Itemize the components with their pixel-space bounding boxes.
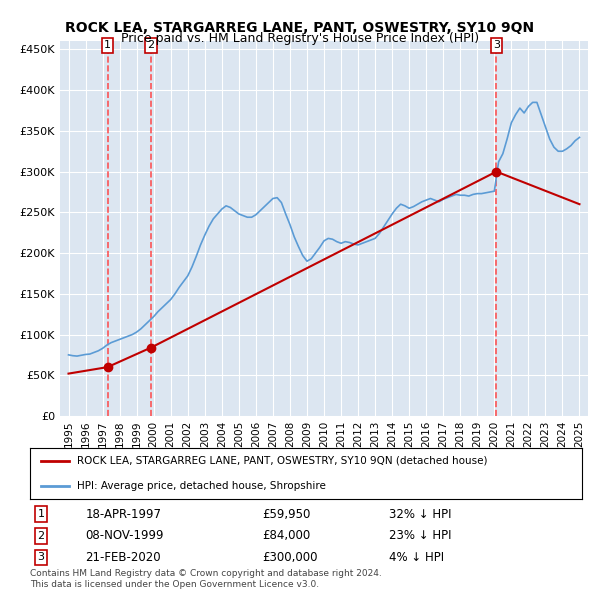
Text: 2: 2 bbox=[37, 531, 44, 541]
Text: 3: 3 bbox=[493, 40, 500, 50]
Text: ROCK LEA, STARGARREG LANE, PANT, OSWESTRY, SY10 9QN (detached house): ROCK LEA, STARGARREG LANE, PANT, OSWESTR… bbox=[77, 456, 487, 466]
Text: Price paid vs. HM Land Registry's House Price Index (HPI): Price paid vs. HM Land Registry's House … bbox=[121, 32, 479, 45]
Text: £59,950: £59,950 bbox=[262, 507, 310, 520]
Text: 21-FEB-2020: 21-FEB-2020 bbox=[85, 551, 161, 564]
Text: 08-NOV-1999: 08-NOV-1999 bbox=[85, 529, 164, 542]
Text: 23% ↓ HPI: 23% ↓ HPI bbox=[389, 529, 451, 542]
Text: £300,000: £300,000 bbox=[262, 551, 317, 564]
Text: 18-APR-1997: 18-APR-1997 bbox=[85, 507, 161, 520]
Text: ROCK LEA, STARGARREG LANE, PANT, OSWESTRY, SY10 9QN: ROCK LEA, STARGARREG LANE, PANT, OSWESTR… bbox=[65, 21, 535, 35]
Text: 2: 2 bbox=[148, 40, 155, 50]
Text: 32% ↓ HPI: 32% ↓ HPI bbox=[389, 507, 451, 520]
Text: 1: 1 bbox=[104, 40, 111, 50]
Text: 1: 1 bbox=[38, 509, 44, 519]
Text: HPI: Average price, detached house, Shropshire: HPI: Average price, detached house, Shro… bbox=[77, 481, 326, 491]
Text: £84,000: £84,000 bbox=[262, 529, 310, 542]
Text: 4% ↓ HPI: 4% ↓ HPI bbox=[389, 551, 444, 564]
Text: Contains HM Land Registry data © Crown copyright and database right 2024.
This d: Contains HM Land Registry data © Crown c… bbox=[30, 569, 382, 589]
Text: 3: 3 bbox=[38, 552, 44, 562]
